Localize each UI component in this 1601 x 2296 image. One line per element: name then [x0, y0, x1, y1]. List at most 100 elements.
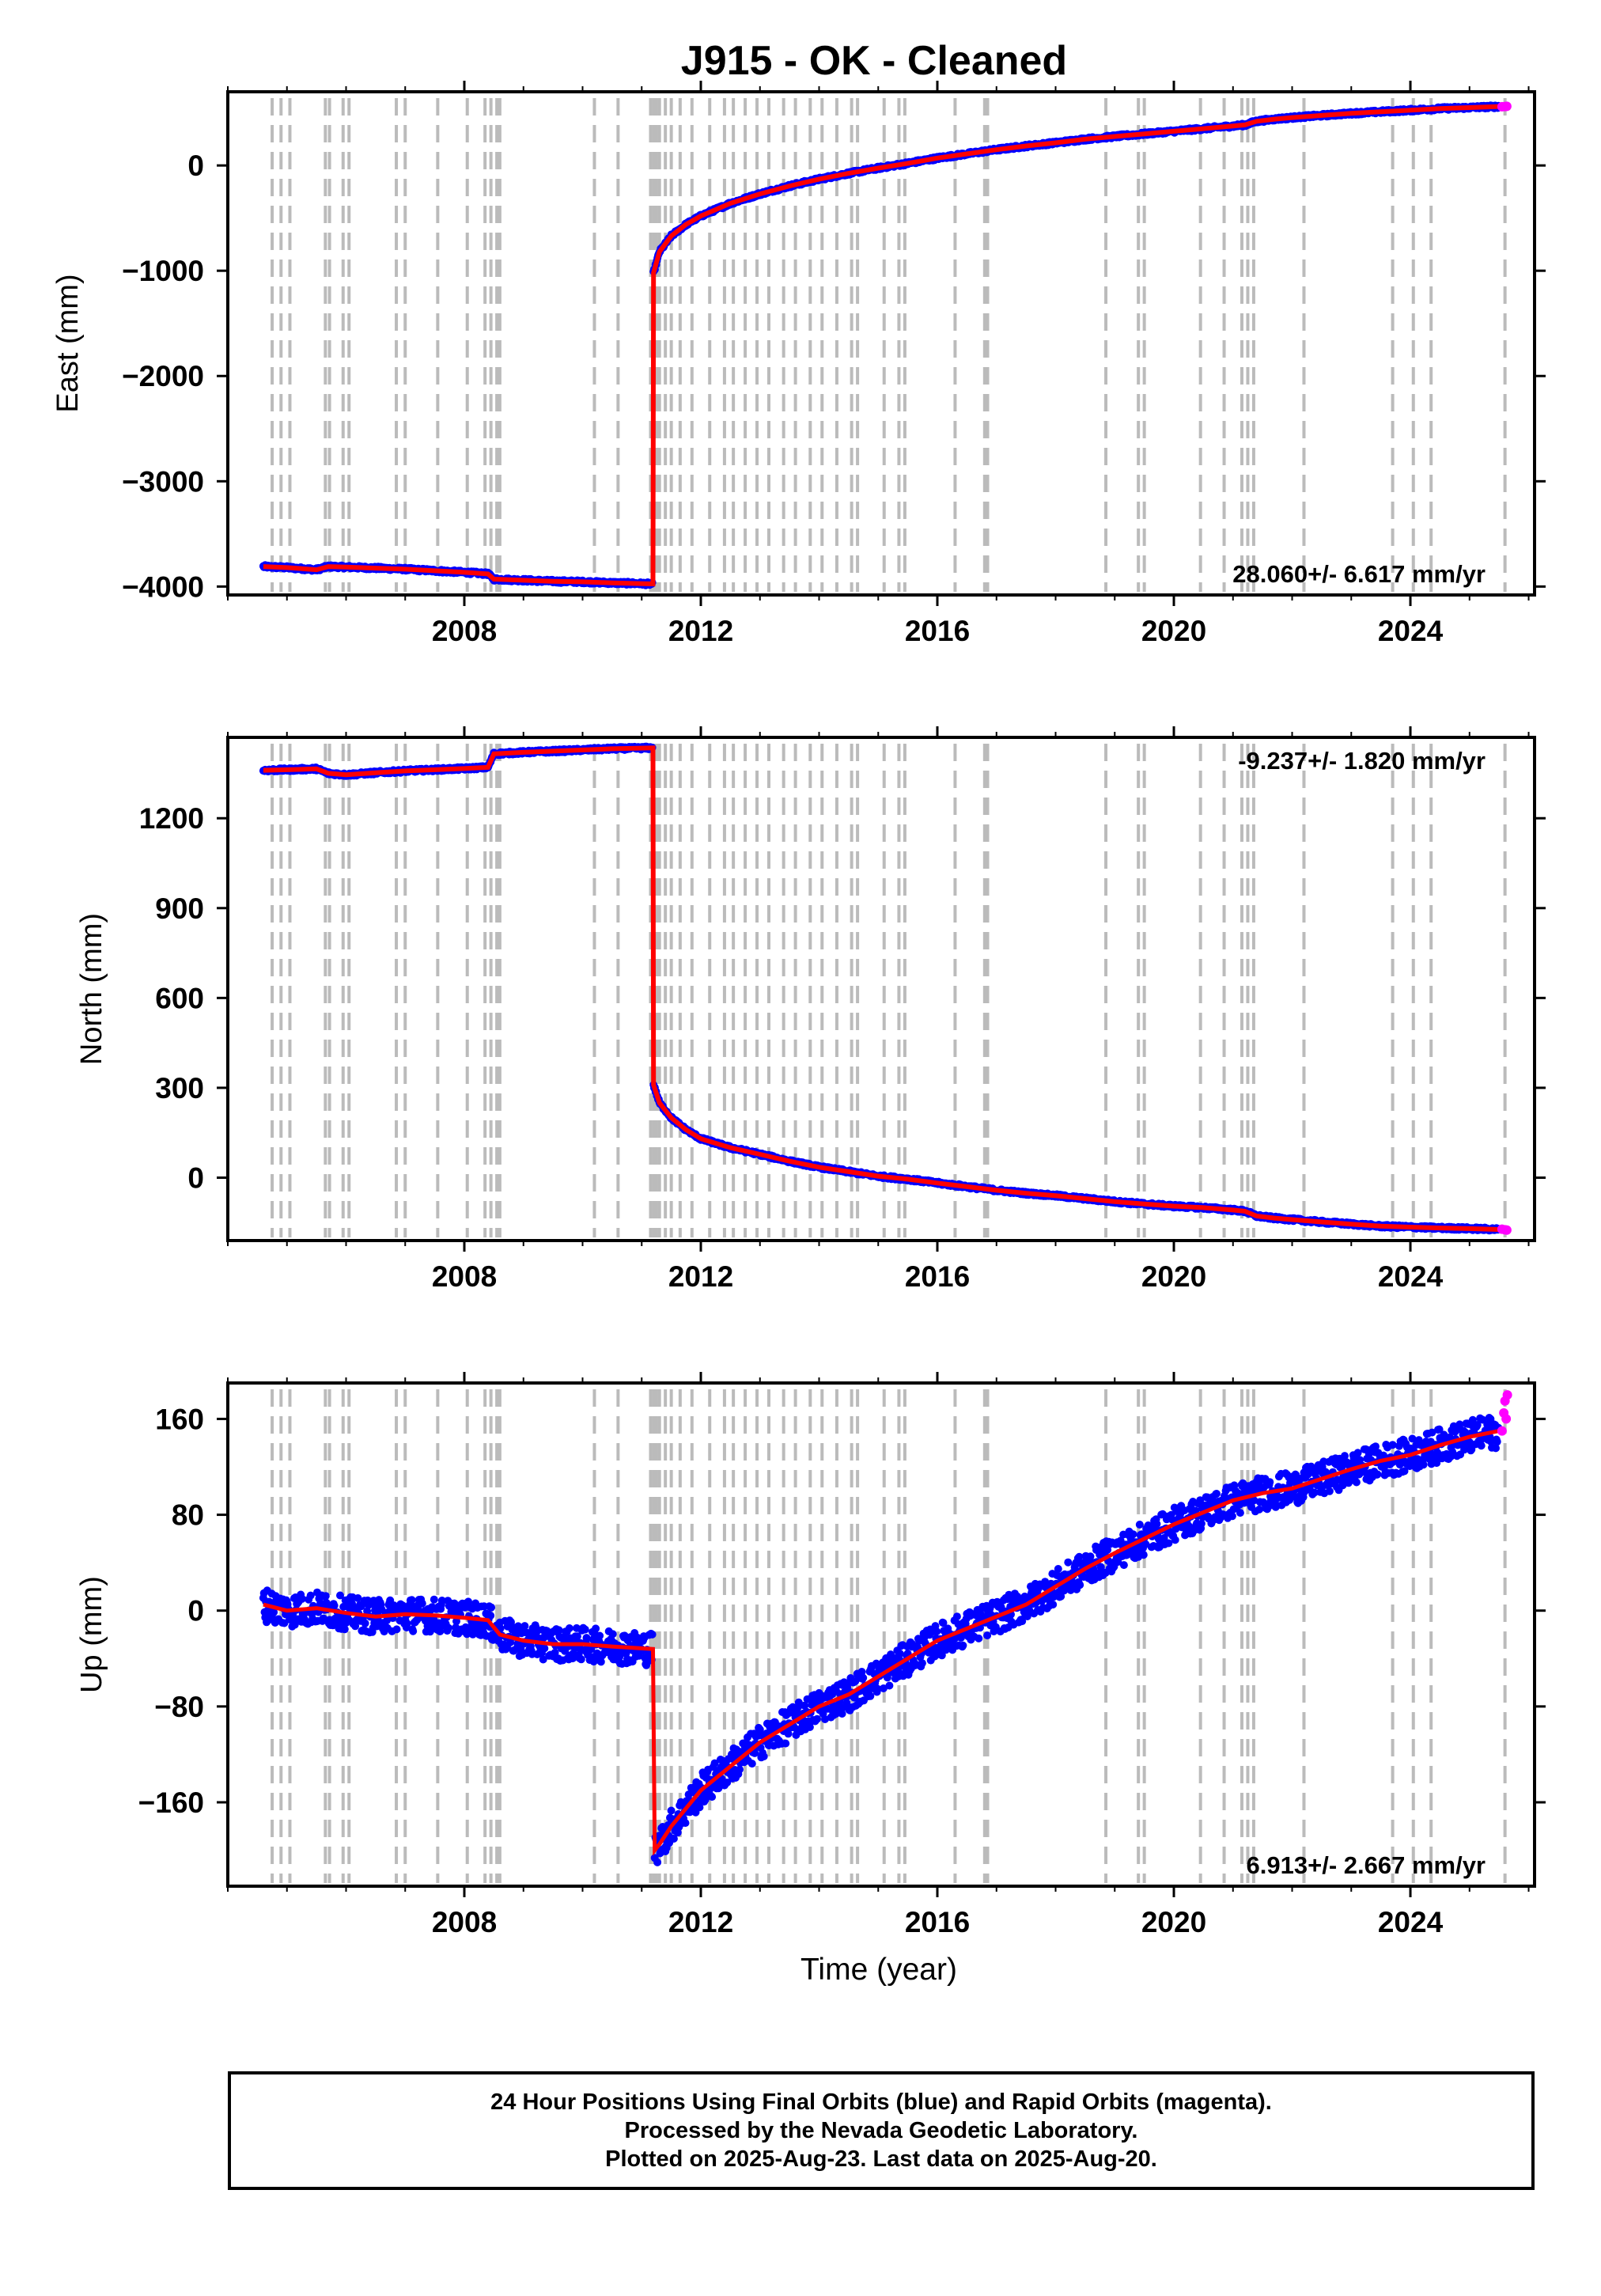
x-tick-label: 2012	[668, 615, 733, 647]
y-tick-label: 0	[187, 150, 204, 182]
data-point	[540, 1644, 549, 1653]
data-point	[710, 1759, 719, 1767]
data-point	[430, 1595, 438, 1604]
data-point	[336, 1591, 344, 1600]
data-point	[306, 1591, 315, 1600]
y-tick-label: 1200	[139, 802, 204, 835]
data-point	[759, 1752, 768, 1760]
data-point	[520, 1622, 529, 1631]
data-point	[695, 1803, 704, 1812]
data-point	[436, 1627, 445, 1635]
data-point	[800, 1701, 809, 1710]
data-point	[361, 1619, 369, 1627]
data-point	[270, 1608, 278, 1616]
y-tick-label: 0	[187, 1162, 204, 1195]
data-point	[392, 1625, 401, 1634]
data-point	[452, 1623, 460, 1631]
data-point	[782, 1739, 790, 1748]
data-point	[736, 1765, 744, 1774]
x-tick-label: 2012	[668, 1260, 733, 1293]
data-point	[784, 1730, 793, 1738]
y-tick-label: −4000	[122, 570, 204, 603]
plot-frame	[226, 90, 1536, 597]
data-point	[297, 1594, 306, 1603]
data-point	[587, 1645, 596, 1654]
data-point	[409, 1627, 418, 1635]
figure-title: J915 - OK - Cleaned	[681, 38, 1067, 84]
y-axis-label: North (mm)	[75, 913, 108, 1065]
event-lines	[271, 744, 1507, 1237]
data-point	[506, 1638, 515, 1646]
data-point	[403, 1620, 411, 1627]
event-lines	[271, 98, 1507, 592]
data-point	[751, 1749, 759, 1757]
data-point	[407, 1596, 416, 1605]
x-tick-label: 2020	[1141, 615, 1206, 647]
x-tick-label: 2016	[905, 1260, 970, 1293]
data-point	[838, 1710, 846, 1718]
y-tick-label: 300	[155, 1072, 204, 1104]
data-point	[573, 1632, 581, 1641]
series-final-orbits	[259, 742, 1503, 1235]
data-point	[653, 1858, 662, 1866]
data-point	[794, 1698, 803, 1707]
data-point	[596, 1658, 605, 1666]
data-point	[340, 1625, 349, 1634]
event-lines	[271, 1389, 1507, 1883]
plot-area	[259, 742, 1512, 1235]
data-point	[755, 1726, 764, 1733]
x-tick-label: 2008	[432, 1260, 497, 1293]
series-rapid-orbits	[1497, 1224, 1512, 1235]
data-point	[437, 1597, 446, 1605]
data-point	[554, 1626, 563, 1635]
series-final-orbits	[259, 1414, 1503, 1866]
data-point	[648, 1630, 657, 1639]
data-point	[805, 1723, 814, 1731]
plot-frame	[226, 736, 1536, 1242]
data-point	[551, 1648, 559, 1657]
series-rapid-orbits	[1497, 101, 1512, 112]
model-fit-line	[263, 104, 1500, 587]
x-tick-label: 2008	[432, 615, 497, 647]
data-point	[608, 1630, 617, 1639]
data-point	[748, 1760, 756, 1768]
y-tick-label: 900	[155, 892, 204, 925]
y-tick-label: −2000	[122, 360, 204, 392]
data-point	[813, 1714, 821, 1723]
panel-north: 2008 2012 2016 2020 2024 1200 900 600 300 0 North …	[75, 726, 1546, 1293]
y-tick-label: −1000	[122, 255, 204, 287]
data-point	[321, 1592, 330, 1601]
data-point	[582, 1634, 591, 1642]
x-tick-label: 2024	[1378, 1260, 1444, 1293]
y-tick-label: 600	[155, 982, 204, 1014]
data-point	[565, 1624, 573, 1632]
panels: 2008 2012 2016 2020 2024 0 −1000 −2000 −3000 −400…	[51, 81, 1546, 1938]
data-point	[681, 1819, 690, 1828]
rapid-point	[1501, 101, 1512, 112]
rapid-point	[1501, 1225, 1512, 1235]
data-point	[450, 1599, 459, 1608]
data-point	[592, 1624, 600, 1633]
y-tick-label: −3000	[122, 465, 204, 498]
x-tick-label: 2020	[1141, 1260, 1206, 1293]
data-point	[539, 1655, 547, 1664]
panel-east: 2008 2012 2016 2020 20240−1000−2000−3000−400…	[51, 81, 1546, 647]
data-point	[354, 1594, 362, 1602]
data-point	[383, 1616, 391, 1625]
data-point	[418, 1599, 426, 1608]
data-point	[821, 1715, 829, 1723]
data-point	[669, 1835, 678, 1843]
y-axis-label: East (mm)	[51, 274, 85, 412]
data-point	[445, 1623, 453, 1632]
plot-area	[259, 101, 1512, 589]
data-point	[487, 1603, 496, 1612]
model-fit-line	[263, 745, 1500, 1232]
rate-annotation: 28.060+/- 6.617 mm/yr	[1232, 560, 1486, 588]
x-tick-label: 2024	[1378, 615, 1444, 647]
data-point	[684, 1790, 693, 1799]
data-point	[330, 1601, 339, 1610]
data-point	[581, 1625, 589, 1634]
data-point	[486, 1612, 495, 1620]
